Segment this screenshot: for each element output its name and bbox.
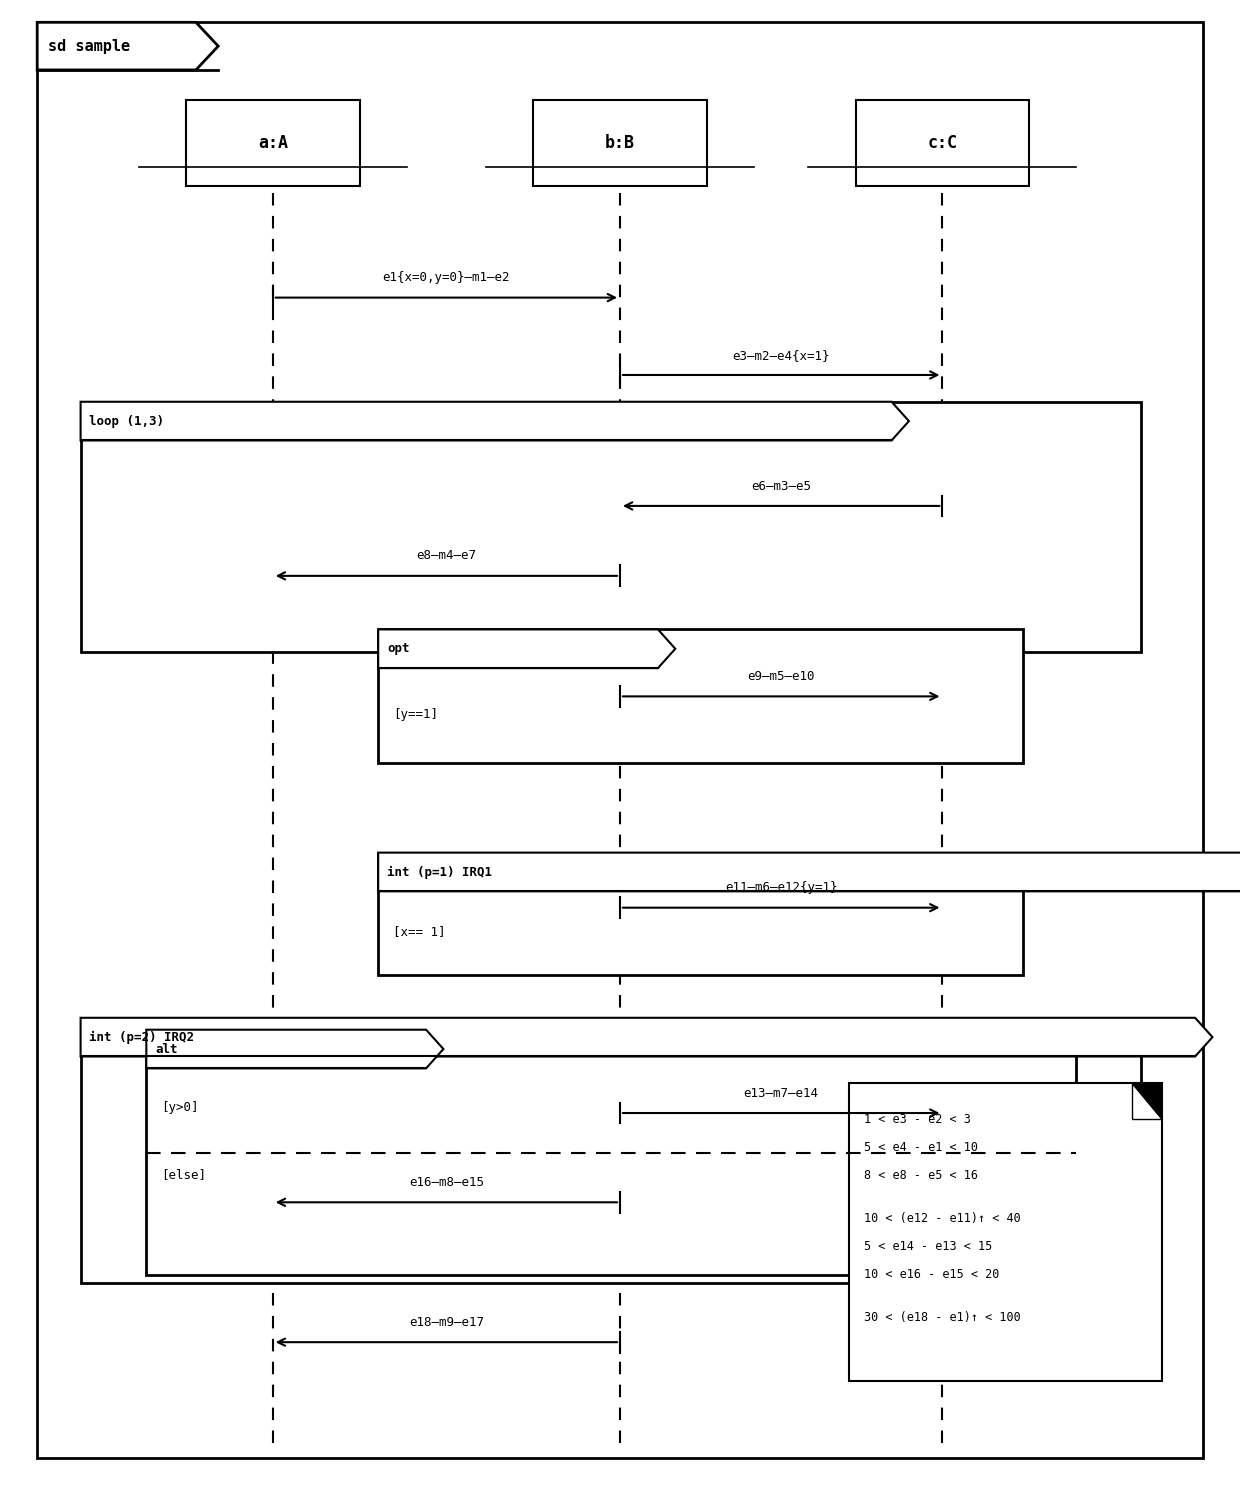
Text: [y==1]: [y==1] (393, 708, 438, 720)
Polygon shape (37, 22, 218, 70)
Polygon shape (1132, 1083, 1162, 1119)
Text: a:A: a:A (258, 134, 288, 152)
Text: b:B: b:B (605, 134, 635, 152)
Text: 1 < e3 - e2 < 3: 1 < e3 - e2 < 3 (864, 1113, 971, 1126)
Text: 5 < e4 - e1 < 10: 5 < e4 - e1 < 10 (864, 1141, 978, 1153)
Bar (378, 853, 1023, 975)
Polygon shape (81, 402, 909, 440)
Text: 5 < e14 - e13 < 15: 5 < e14 - e13 < 15 (864, 1240, 992, 1253)
Text: [x== 1]: [x== 1] (393, 926, 445, 937)
Bar (146, 1030, 1076, 1275)
Bar (378, 629, 1023, 763)
Text: e1{x=0,y=0}—m1—e2: e1{x=0,y=0}—m1—e2 (383, 271, 510, 284)
Bar (856, 100, 1029, 186)
Text: 8 < e8 - e5 < 16: 8 < e8 - e5 < 16 (864, 1168, 978, 1181)
Polygon shape (146, 1030, 444, 1068)
Polygon shape (81, 1018, 1213, 1056)
Bar (849, 1083, 1162, 1381)
Bar (81, 402, 1141, 652)
Text: e18—m9—e17: e18—m9—e17 (409, 1315, 484, 1329)
Text: c:C: c:C (928, 134, 957, 152)
Text: sd sample: sd sample (48, 39, 130, 54)
Text: alt: alt (155, 1043, 177, 1055)
Bar (81, 1018, 1141, 1283)
Text: int (p=1) IRQ1: int (p=1) IRQ1 (387, 866, 492, 878)
Polygon shape (1132, 1083, 1162, 1119)
Text: int (p=2) IRQ2: int (p=2) IRQ2 (89, 1031, 195, 1043)
Text: e9—m5—e10: e9—m5—e10 (748, 670, 815, 683)
Text: e3—m2—e4{x=1}: e3—m2—e4{x=1} (733, 348, 830, 362)
Text: [else]: [else] (161, 1168, 206, 1181)
Text: e6—m3—e5: e6—m3—e5 (751, 479, 811, 493)
Text: 10 < e16 - e15 < 20: 10 < e16 - e15 < 20 (864, 1268, 999, 1281)
Text: e11—m6—e12{y=1}: e11—m6—e12{y=1} (725, 881, 837, 894)
Polygon shape (378, 853, 1240, 891)
Bar (533, 100, 707, 186)
Text: opt: opt (387, 643, 409, 655)
Polygon shape (378, 629, 676, 668)
Text: 10 < (e12 - e11)↑ < 40: 10 < (e12 - e11)↑ < 40 (864, 1213, 1021, 1225)
Text: e16—m8—e15: e16—m8—e15 (409, 1176, 484, 1189)
Text: e8—m4—e7: e8—m4—e7 (417, 549, 476, 562)
Text: [y>0]: [y>0] (161, 1101, 198, 1113)
Text: loop (1,3): loop (1,3) (89, 415, 164, 427)
Text: 30 < (e18 - e1)↑ < 100: 30 < (e18 - e1)↑ < 100 (864, 1311, 1021, 1324)
Bar (186, 100, 360, 186)
Text: e13—m7—e14: e13—m7—e14 (744, 1086, 818, 1100)
